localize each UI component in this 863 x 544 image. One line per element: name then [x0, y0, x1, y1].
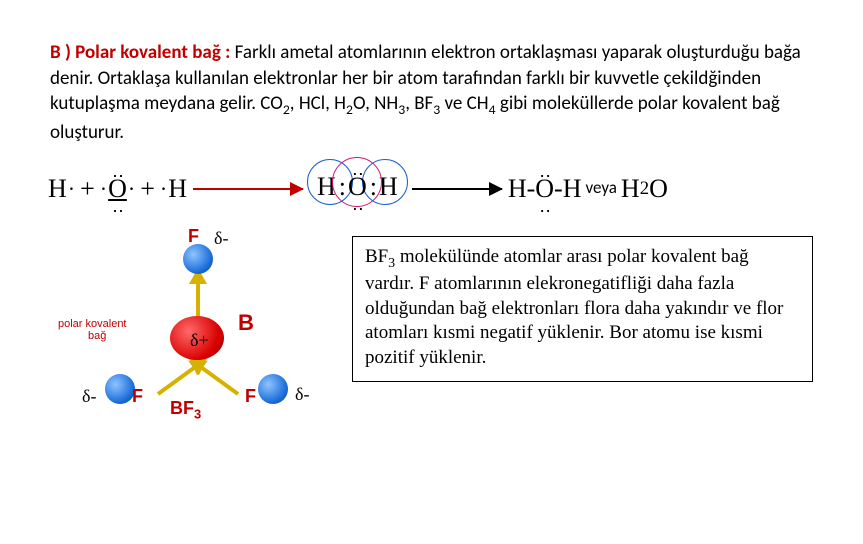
lower-section: δ+ F δ- B polar kovalent bağ δ- F F δ- B… — [50, 224, 813, 414]
fluor-atom-icon — [258, 374, 288, 404]
delta-minus: δ- — [214, 226, 228, 250]
delta-plus: δ+ — [190, 328, 209, 352]
b-label: B — [238, 308, 254, 338]
eq-lhs: H· + · O · + · H — [48, 171, 187, 206]
fluor-atom-icon — [183, 244, 213, 274]
eq-circled: H : O : H — [309, 163, 406, 214]
delta-minus: δ- — [82, 384, 96, 408]
arrow-red-icon — [193, 188, 303, 190]
heading: B ) Polar kovalent bağ : — [50, 41, 235, 64]
lewis-equation: H· + · O · + · H H : O : H H- O -H veya … — [48, 163, 813, 214]
f-label: F — [245, 384, 256, 408]
bf3-diagram: δ+ F δ- B polar kovalent bağ δ- F F δ- B… — [50, 224, 330, 414]
f-label: F — [188, 224, 199, 248]
arrow-black-icon — [412, 188, 502, 190]
polar-label-2: bağ — [88, 330, 106, 342]
circle-right-icon — [362, 159, 408, 205]
f-label: F — [132, 384, 143, 408]
info-box: BF3 molekülünde atomlar arası polar kova… — [352, 236, 813, 381]
polar-label-1: polar kovalent — [58, 318, 127, 330]
fluor-atom-icon — [105, 374, 135, 404]
delta-minus: δ- — [295, 382, 309, 406]
bond-arrow-icon — [196, 270, 200, 322]
bf3-formula: BF3 — [170, 396, 201, 423]
eq-rhs: H- O -H veya H2O — [508, 171, 668, 206]
bond-arrow-icon — [190, 359, 239, 396]
intro-paragraph: B ) Polar kovalent bağ : Farklı ametal a… — [50, 40, 813, 145]
